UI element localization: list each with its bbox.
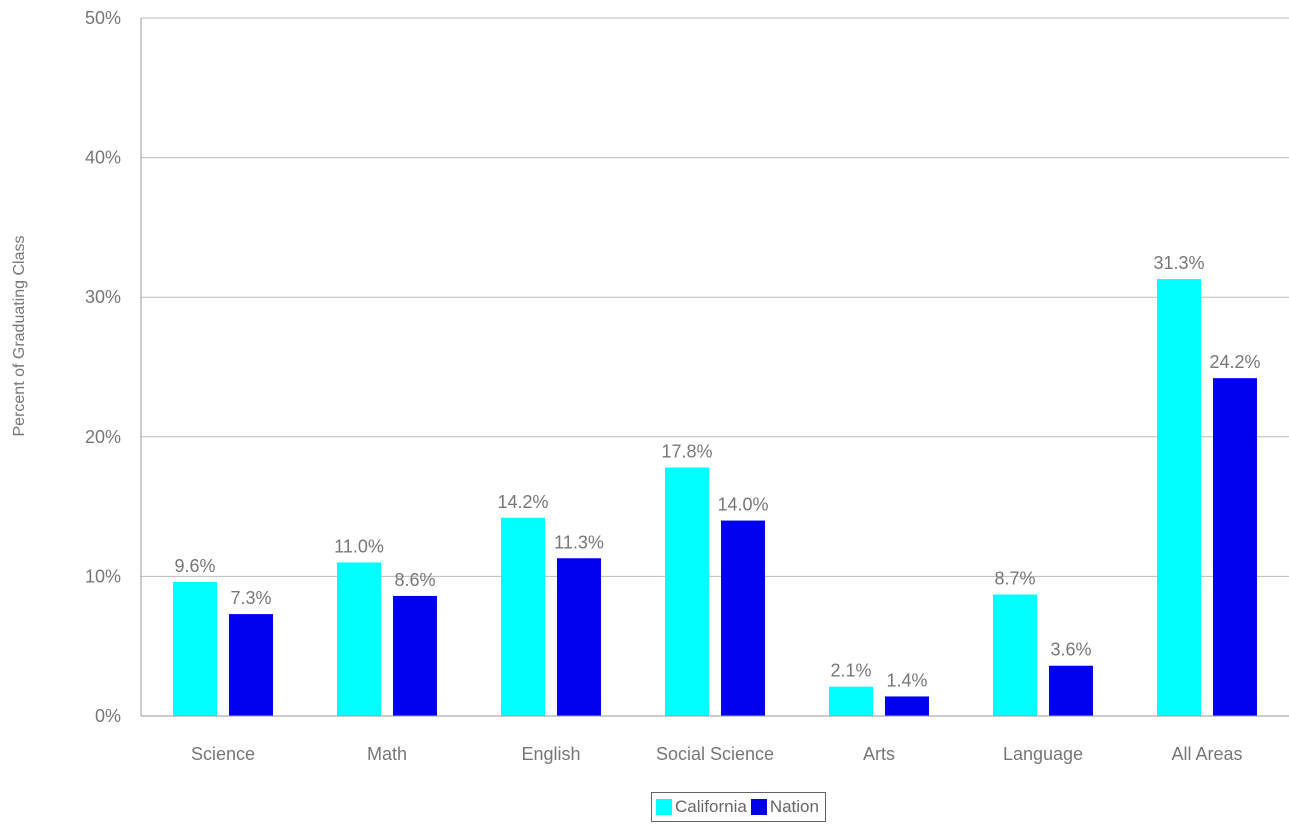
legend-swatch-nation xyxy=(750,799,767,815)
data-label: 8.6% xyxy=(394,570,435,590)
x-tick-label: Arts xyxy=(863,744,895,764)
x-tick-label: Math xyxy=(367,744,407,764)
data-label: 17.8% xyxy=(661,442,712,462)
bar-nation-english xyxy=(557,558,601,716)
data-label: 3.6% xyxy=(1050,640,1091,660)
bar-california-all-areas xyxy=(1157,279,1201,716)
data-label: 24.2% xyxy=(1209,352,1260,372)
bars: 9.6% 7.3% 11.0% 8.6% 14.2% 11.3% 17.8% 14.0% 2.1… xyxy=(173,253,1261,716)
x-tick-label: English xyxy=(521,744,580,764)
bar-nation-arts xyxy=(885,696,929,716)
bar-nation-language xyxy=(1049,665,1093,716)
y-axis-title: Percent of Graduating Class xyxy=(11,236,28,437)
y-tick-label: 20% xyxy=(85,427,121,447)
legend-swatch-california xyxy=(656,799,672,815)
data-label: 7.3% xyxy=(230,588,271,608)
gridlines xyxy=(141,17,1289,717)
x-axis: Science Math English Social Science Arts Lang… xyxy=(141,715,1289,764)
data-label: 31.3% xyxy=(1153,253,1204,273)
legend-label-nation: Nation xyxy=(769,797,819,816)
data-label: 11.0% xyxy=(334,536,384,556)
legend-label-california: California xyxy=(675,797,747,816)
bar-nation-math xyxy=(393,595,437,716)
bar-california-science xyxy=(173,581,217,716)
y-axis: 0% 10% 20% 30% 40% 50% xyxy=(85,8,142,726)
data-label: 1.4% xyxy=(886,670,927,690)
bar-nation-science xyxy=(229,614,273,716)
bar-nation-social-science xyxy=(721,520,765,716)
data-label: 11.3% xyxy=(554,532,604,552)
y-tick-label: 40% xyxy=(85,148,121,168)
legend: California Nation xyxy=(651,792,826,822)
data-label: 8.7% xyxy=(994,569,1035,589)
bar-california-english xyxy=(501,517,545,716)
x-tick-label: Social Science xyxy=(656,744,774,764)
y-tick-label: 0% xyxy=(95,706,121,726)
bar-california-arts xyxy=(829,686,873,716)
legend-item-nation: Nation xyxy=(750,797,819,817)
bar-california-social-science xyxy=(665,467,709,716)
bar-california-math xyxy=(337,562,381,716)
bar-nation-all-areas xyxy=(1213,378,1257,716)
y-tick-label: 10% xyxy=(85,566,121,586)
bar-california-language xyxy=(993,594,1037,716)
x-tick-label: All Areas xyxy=(1171,744,1242,764)
data-label: 14.0% xyxy=(717,495,768,515)
x-tick-label: Science xyxy=(191,744,255,764)
x-tick-label: Language xyxy=(1003,744,1083,764)
data-label: 2.1% xyxy=(830,661,871,681)
legend-item-california: California xyxy=(656,797,747,817)
y-tick-label: 30% xyxy=(85,287,121,307)
y-tick-label: 50% xyxy=(85,8,121,28)
data-label: 9.6% xyxy=(174,556,215,576)
data-label: 14.2% xyxy=(497,492,548,512)
